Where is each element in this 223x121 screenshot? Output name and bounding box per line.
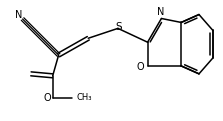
Text: CH₃: CH₃	[76, 93, 92, 102]
Text: S: S	[116, 22, 122, 32]
Text: O: O	[136, 62, 144, 72]
Text: O: O	[44, 93, 52, 103]
Text: N: N	[157, 7, 164, 16]
Text: N: N	[15, 10, 23, 19]
